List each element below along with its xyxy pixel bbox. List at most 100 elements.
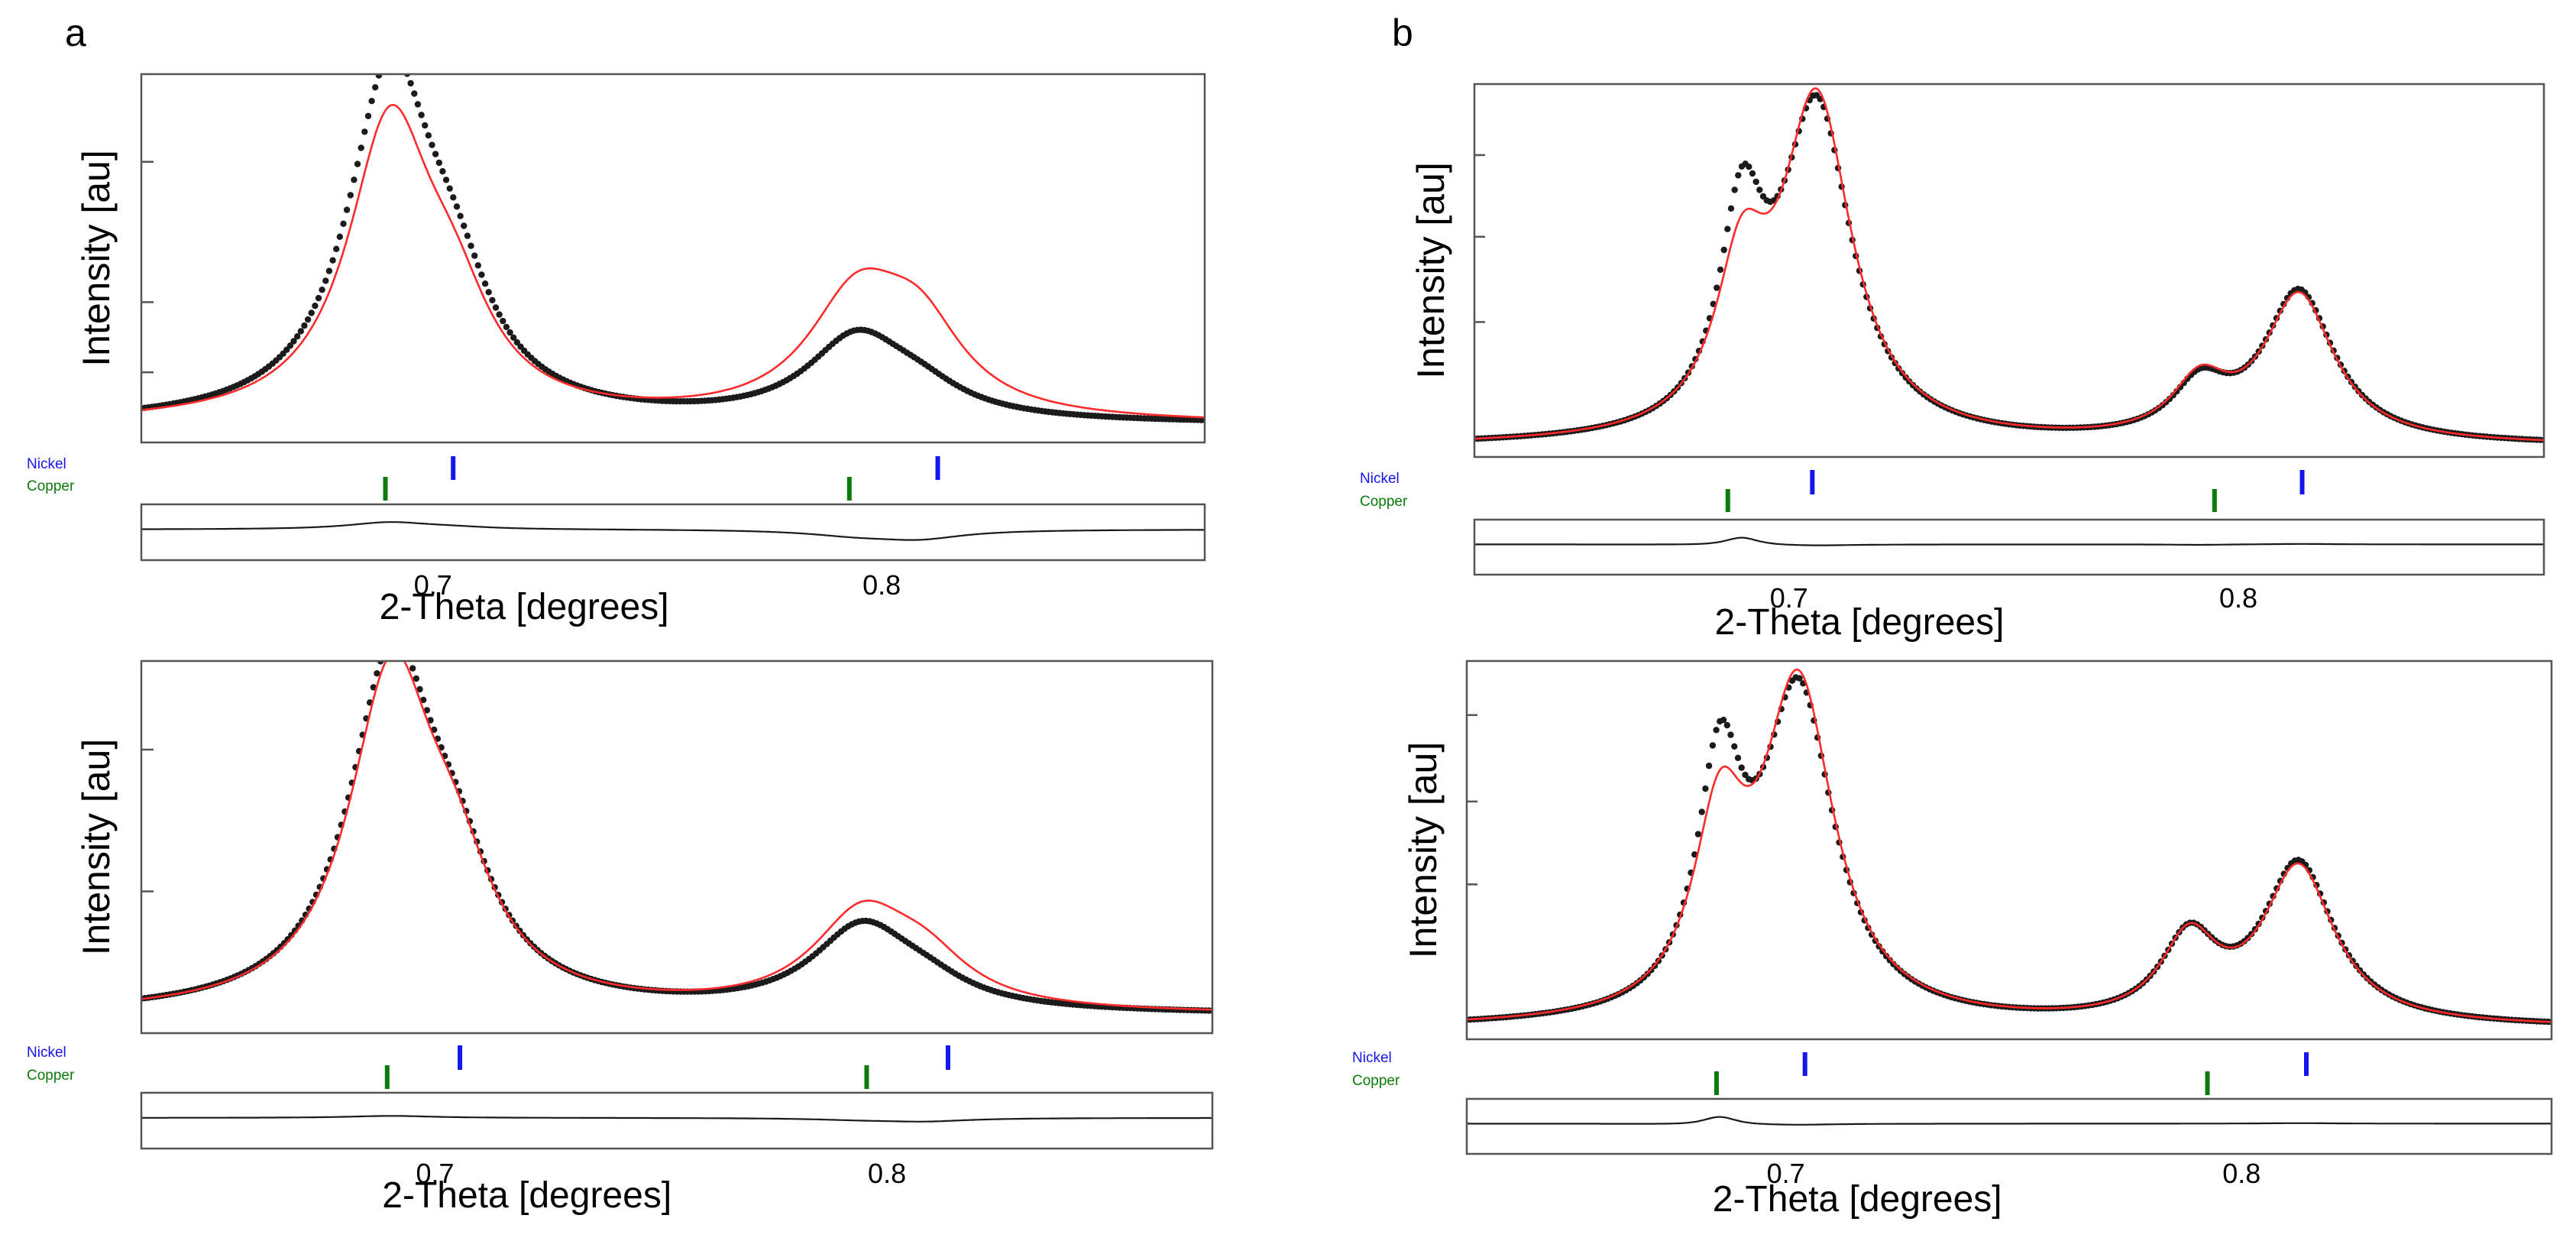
observed-point	[397, 56, 403, 62]
observed-point	[403, 647, 409, 653]
observed-point	[485, 289, 492, 296]
observed-point	[450, 194, 457, 201]
panel-b-bottom: Intensity [au] Nickel Copper 0.7 0.8 2-Theta …	[1352, 659, 2553, 1220]
observed-point	[1723, 721, 1730, 729]
x-axis-label: 2-Theta [degrees]	[380, 587, 669, 627]
observed-point	[481, 280, 489, 287]
observed-point	[510, 334, 517, 341]
difference-area	[141, 521, 1205, 541]
x-tick-label: 0.8	[868, 1158, 906, 1189]
difference-frame	[1473, 518, 2545, 576]
x-tick-label: 0.7	[1770, 582, 1808, 614]
observed-point	[329, 257, 336, 264]
observed-point	[464, 232, 471, 239]
observed-point	[1720, 716, 1727, 724]
observed-point	[384, 641, 390, 647]
observed-point	[413, 675, 419, 682]
observed-point	[283, 346, 290, 353]
difference-line	[141, 1115, 1212, 1123]
observed-point	[1717, 266, 1724, 274]
observed-point	[1705, 762, 1713, 770]
observed-point	[461, 222, 468, 229]
observed-point	[453, 203, 461, 210]
observed-point	[489, 296, 496, 303]
observed-point	[364, 112, 372, 119]
observed-point	[407, 79, 414, 87]
observed-point	[347, 192, 354, 199]
observed-point	[399, 641, 405, 647]
observed-point	[474, 262, 481, 269]
observed-point	[354, 160, 361, 167]
observed-point	[506, 329, 513, 336]
observed-point	[416, 685, 423, 693]
observed-point	[286, 342, 294, 349]
panel-b-top: b Intensity [au] Nickel Copper 0.7 0.8 2-Theta…	[1360, 11, 2545, 643]
difference-line	[141, 521, 1205, 541]
observed-point	[1702, 785, 1709, 792]
x-tick-label: 0.8	[2222, 1158, 2260, 1189]
x-tick-label: 0.7	[414, 569, 452, 601]
observed-point	[457, 212, 464, 219]
panel-letter: a	[65, 11, 86, 54]
legend-nickel: Nickel	[27, 456, 66, 472]
observed-point	[388, 637, 394, 643]
observed-point	[439, 168, 446, 175]
observed-point	[503, 323, 510, 331]
difference-frame	[1465, 1097, 2553, 1155]
observed-point	[370, 684, 377, 691]
observed-point	[422, 122, 429, 129]
observed-point	[390, 50, 396, 56]
observed-point	[294, 333, 301, 340]
observed-point	[319, 287, 325, 293]
observed-point	[387, 51, 393, 57]
difference-area	[141, 1115, 1212, 1123]
y-axis-label: Intensity [au]	[75, 150, 118, 367]
observed-point	[333, 245, 340, 252]
observed-point	[1709, 742, 1717, 749]
calculated-line	[141, 661, 1212, 1011]
observed-point	[392, 635, 398, 641]
observed-point	[381, 648, 387, 654]
legend-copper: Copper	[1352, 1073, 1400, 1089]
plot-area	[141, 50, 1205, 423]
observed-point	[427, 717, 434, 724]
observed-point	[372, 84, 379, 91]
x-tick-label: 0.7	[1767, 1158, 1805, 1189]
observed-point	[425, 132, 432, 139]
observed-point	[435, 159, 442, 167]
observed-series	[141, 50, 1205, 423]
observed-point	[301, 322, 308, 329]
observed-point	[500, 317, 506, 325]
legend-nickel: Nickel	[1360, 471, 1400, 487]
observed-point	[400, 63, 406, 69]
observed-point	[312, 303, 319, 309]
observed-point	[315, 294, 322, 302]
difference-line	[1467, 1116, 2552, 1126]
difference-frame	[140, 1091, 1214, 1150]
observed-point	[1713, 727, 1720, 734]
observed-point	[336, 233, 343, 240]
observed-point	[1742, 771, 1749, 779]
observed-point	[395, 637, 401, 643]
observed-point	[1714, 284, 1720, 291]
x-tick-label: 0.8	[862, 569, 901, 601]
observed-point	[418, 112, 425, 118]
observed-point	[414, 101, 422, 108]
x-tick-label: 0.8	[2219, 582, 2257, 614]
observed-point	[374, 670, 380, 677]
panel-a-bottom: Intensity [au] Nickel Copper 0.7 0.8 2-Theta …	[27, 635, 1214, 1216]
observed-point	[446, 185, 453, 192]
observed-point	[429, 141, 435, 148]
plot-frame	[1473, 83, 2545, 459]
observed-point	[409, 665, 416, 672]
x-axis-label: 2-Theta [degrees]	[1715, 602, 2005, 643]
observed-point	[379, 63, 385, 69]
plot-area	[141, 635, 1212, 1014]
observed-series	[1467, 674, 2552, 1026]
observed-point	[290, 338, 297, 345]
difference-line	[1474, 536, 2544, 546]
observed-point	[297, 328, 304, 335]
panel-a-top: a Intensity [au] Nickel Copper 0.7 0.8 2-Theta…	[27, 11, 1206, 627]
observed-point	[478, 271, 485, 278]
